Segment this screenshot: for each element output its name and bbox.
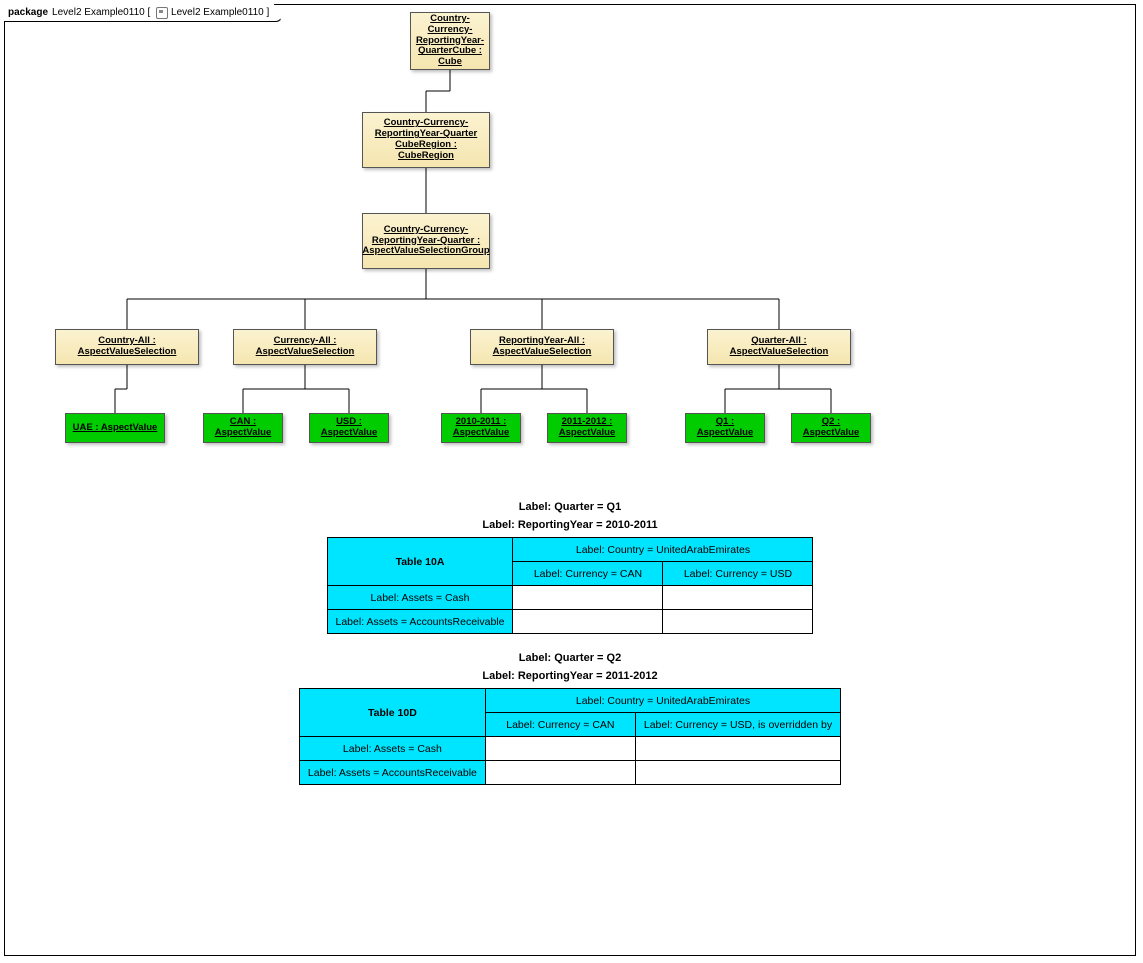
node-countryAll: Country-All : AspectValueSelection [55, 329, 199, 365]
table-cell [485, 737, 635, 761]
tables-area: Label: Quarter = Q1 Label: ReportingYear … [5, 495, 1135, 803]
node-uae: UAE : AspectValue [65, 413, 165, 443]
table-cell [663, 586, 813, 610]
node-q2: Q2 : AspectValue [791, 413, 871, 443]
table-cell [513, 586, 663, 610]
table-country-header: Label: Country = UnitedArabEmirates [513, 538, 813, 562]
table-context-label: Label: ReportingYear = 2010-2011 [5, 519, 1135, 531]
node-yearAll: ReportingYear-All : AspectValueSelection [470, 329, 614, 365]
table-row-label: Label: Assets = Cash [299, 737, 485, 761]
node-cube: Country-Currency-ReportingYear-QuarterCu… [410, 12, 490, 70]
connector-lines [5, 5, 1135, 955]
table-cell [635, 761, 840, 785]
data-table: Table 10DLabel: Country = UnitedArabEmir… [299, 688, 841, 785]
table-title: Table 10D [299, 689, 485, 737]
node-can: CAN : AspectValue [203, 413, 283, 443]
node-y2: 2011-2012 : AspectValue [547, 413, 627, 443]
table-cell [635, 737, 840, 761]
table-column-header: Label: Currency = USD [663, 562, 813, 586]
node-quarterAll: Quarter-All : AspectValueSelection [707, 329, 851, 365]
table-row-label: Label: Assets = Cash [327, 586, 513, 610]
table-cell [485, 761, 635, 785]
node-q1: Q1 : AspectValue [685, 413, 765, 443]
table-row-label: Label: Assets = AccountsReceivable [327, 610, 513, 634]
table-cell [513, 610, 663, 634]
node-region: Country-Currency-ReportingYear-Quarter C… [362, 112, 490, 168]
node-y1: 2010-2011 : AspectValue [441, 413, 521, 443]
table-context-label: Label: ReportingYear = 2011-2012 [5, 670, 1135, 682]
table-title: Table 10A [327, 538, 513, 586]
table-context-label: Label: Quarter = Q1 [5, 501, 1135, 513]
table-country-header: Label: Country = UnitedArabEmirates [485, 689, 840, 713]
table-cell [663, 610, 813, 634]
table-row-label: Label: Assets = AccountsReceivable [299, 761, 485, 785]
table-column-header: Label: Currency = USD, is overridden by [635, 713, 840, 737]
diagram-area: Country-Currency-ReportingYear-QuarterCu… [5, 5, 1135, 955]
node-currencyAll: Currency-All : AspectValueSelection [233, 329, 377, 365]
data-table: Table 10ALabel: Country = UnitedArabEmir… [327, 537, 814, 634]
table-context-label: Label: Quarter = Q2 [5, 652, 1135, 664]
table-column-header: Label: Currency = CAN [513, 562, 663, 586]
table-column-header: Label: Currency = CAN [485, 713, 635, 737]
node-usd: USD : AspectValue [309, 413, 389, 443]
node-group: Country-Currency-ReportingYear-Quarter :… [362, 213, 490, 269]
diagram-frame: package Level2 Example0110 [ Level2 Exam… [4, 4, 1136, 956]
